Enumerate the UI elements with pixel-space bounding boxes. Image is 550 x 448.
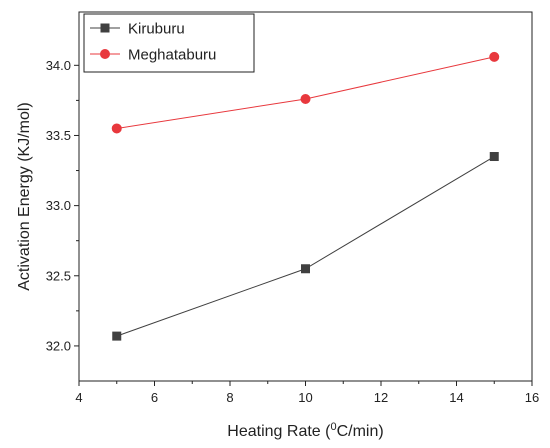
x-tick-label-14: 14	[449, 390, 463, 405]
x-tick-label-4: 4	[75, 390, 82, 405]
y-tick-label-32: 32.0	[46, 338, 71, 353]
y-tick-label-33.5: 33.5	[46, 128, 71, 143]
data-point	[300, 93, 311, 104]
series-kiruburu	[112, 152, 499, 341]
legend-marker	[100, 23, 110, 33]
y-axis: 32.0 32.5 33.0 33.5 34.0	[46, 58, 79, 353]
legend-label: Meghataburu	[128, 47, 216, 64]
legend-box	[83, 13, 255, 73]
data-point	[489, 51, 500, 62]
legend: Kiruburu Meghataburu	[83, 13, 255, 73]
series-meghataburu	[111, 51, 500, 134]
y-tick-label-32.5: 32.5	[46, 268, 71, 283]
series-line-kiruburu	[116, 156, 495, 337]
legend-marker	[100, 49, 110, 59]
y-tick-label-33: 33.0	[46, 198, 71, 213]
x-tick-label-6: 6	[151, 390, 158, 405]
x-tick-label-12: 12	[374, 390, 388, 405]
series-layer	[111, 51, 500, 341]
y-axis-title: Activation Energy (KJ/mol)	[16, 102, 33, 291]
x-axis-title: Heating Rate (0C/min)	[227, 421, 383, 440]
x-tick-label-10: 10	[298, 390, 312, 405]
x-axis: 4 6 8 10 12 14 16	[75, 381, 539, 405]
y-tick-label-34: 34.0	[46, 58, 71, 73]
data-point	[111, 123, 122, 134]
data-point	[301, 264, 310, 274]
x-tick-label-8: 8	[226, 390, 233, 405]
legend-item-meghataburu: Meghataburu	[90, 47, 216, 64]
legend-item-kiruburu: Kiruburu	[90, 21, 185, 38]
data-point	[112, 331, 122, 341]
x-tick-label-16: 16	[525, 390, 539, 405]
legend-label: Kiruburu	[128, 21, 185, 38]
data-point	[489, 152, 499, 162]
